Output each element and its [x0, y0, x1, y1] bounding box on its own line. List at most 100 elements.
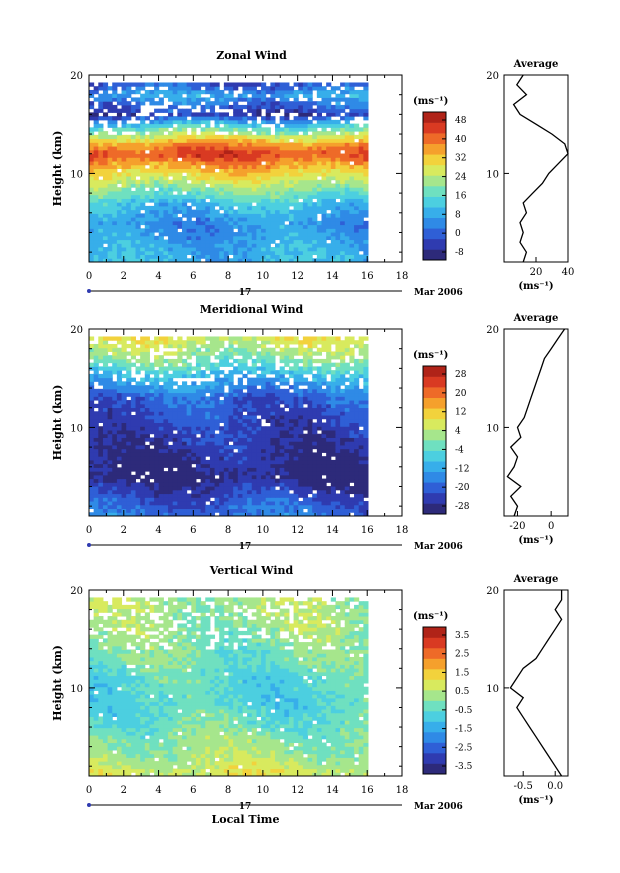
heatmap-cell — [223, 508, 229, 513]
heatmap-cell — [284, 108, 290, 113]
heatmap-cell — [93, 377, 99, 382]
heatmap-cell — [154, 452, 160, 457]
heatmap-cell — [172, 422, 178, 427]
heatmap-cell — [293, 123, 299, 128]
heatmap-cell — [247, 254, 253, 259]
heatmap-cell — [107, 93, 113, 98]
heatmap-cell — [149, 250, 155, 256]
heatmap-cell — [307, 142, 313, 147]
heatmap-cell — [172, 209, 178, 214]
heatmap-cell — [223, 426, 229, 431]
heatmap-cell — [195, 202, 202, 207]
heatmap-cell — [251, 205, 257, 211]
heatmap-cell — [186, 422, 192, 427]
heatmap-cell — [102, 370, 109, 375]
heatmap-cell — [316, 415, 322, 420]
heatmap-cell — [233, 187, 239, 192]
heatmap-cell — [344, 104, 350, 110]
heatmap-cell — [363, 235, 369, 241]
heatmap-cell — [316, 512, 322, 517]
heatmap-cell — [205, 381, 211, 386]
heatmap-cell — [130, 486, 136, 491]
heatmap-cell — [191, 220, 197, 226]
heatmap-cell — [354, 448, 360, 453]
heatmap-cell — [209, 213, 216, 218]
heatmap-cell — [330, 489, 336, 495]
heatmap-cell — [158, 164, 164, 169]
heatmap-cell — [223, 101, 229, 106]
heatmap-cell — [358, 437, 364, 442]
heatmap-cell — [89, 482, 95, 487]
heatmap-cell — [89, 131, 95, 136]
heatmap-cell — [358, 101, 364, 106]
heatmap-cell — [316, 104, 322, 110]
heatmap-cell — [330, 501, 336, 506]
heatmap-cell — [121, 190, 127, 196]
heatmap-cell — [251, 422, 257, 427]
heatmap-cell — [177, 86, 183, 91]
heatmap-cell — [344, 482, 350, 487]
heatmap-cell — [223, 467, 229, 472]
heatmap-cell — [261, 213, 267, 218]
heatmap-cell — [223, 486, 229, 491]
heatmap-cell — [242, 198, 248, 203]
heatmap-cell — [312, 437, 318, 442]
heatmap-cell — [316, 392, 322, 397]
heatmap-cell — [242, 422, 248, 427]
heatmap-cell — [126, 377, 132, 382]
heatmap-cell — [242, 482, 248, 487]
heatmap-cell — [186, 82, 192, 87]
heatmap-cell — [261, 370, 267, 375]
heatmap-cell — [321, 467, 327, 472]
heatmap-cell — [256, 161, 262, 166]
heatmap-cell — [298, 116, 304, 121]
heatmap-cell — [261, 86, 267, 91]
heatmap-cell — [172, 119, 178, 125]
heatmap-cell — [288, 101, 295, 106]
heatmap-cell — [284, 392, 290, 397]
heatmap-cell — [340, 392, 346, 397]
heatmap-cell — [363, 138, 369, 143]
heatmap-cell — [200, 153, 206, 158]
heatmap-cell — [344, 429, 350, 435]
heatmap-cell — [182, 194, 188, 199]
heatmap-cell — [349, 247, 355, 252]
heatmap-cell — [223, 411, 229, 416]
heatmap-cell — [228, 388, 234, 394]
heatmap-cell — [149, 429, 155, 435]
heatmap-cell — [265, 127, 271, 132]
heatmap-cell — [89, 82, 95, 87]
heatmap-cell — [214, 93, 220, 98]
heatmap-cell — [149, 131, 155, 136]
heatmap-cell — [163, 370, 169, 375]
heatmap-cell — [321, 482, 327, 487]
heatmap-cell — [363, 205, 369, 211]
heatmap-cell — [242, 127, 248, 132]
heatmap-cell — [321, 93, 327, 98]
heatmap-cell — [200, 437, 206, 442]
heatmap-cell — [293, 429, 299, 435]
heatmap-cell — [209, 254, 216, 259]
heatmap-cell — [93, 97, 99, 102]
heatmap-cell — [293, 385, 299, 390]
heatmap-cell — [242, 366, 248, 371]
heatmap-cell — [116, 501, 123, 506]
heatmap-cell — [275, 415, 281, 420]
heatmap-cell — [335, 232, 341, 237]
heatmap-cell — [135, 194, 141, 199]
heatmap-cell — [200, 381, 206, 386]
heatmap-cell — [89, 471, 95, 476]
heatmap-cell — [177, 444, 183, 450]
heatmap-cell — [312, 392, 318, 397]
heatmap-cell — [298, 183, 304, 188]
heatmap-cell — [112, 142, 118, 147]
heatmap-cell — [275, 179, 281, 184]
heatmap-cell — [158, 429, 164, 435]
heatmap-cell — [177, 504, 183, 510]
heatmap-cell — [275, 86, 281, 91]
heatmap-cell — [163, 228, 169, 233]
heatmap-cell — [279, 456, 285, 461]
heatmap-cell — [349, 116, 355, 121]
heatmap-cell — [293, 116, 299, 121]
heatmap-cell — [265, 486, 271, 491]
